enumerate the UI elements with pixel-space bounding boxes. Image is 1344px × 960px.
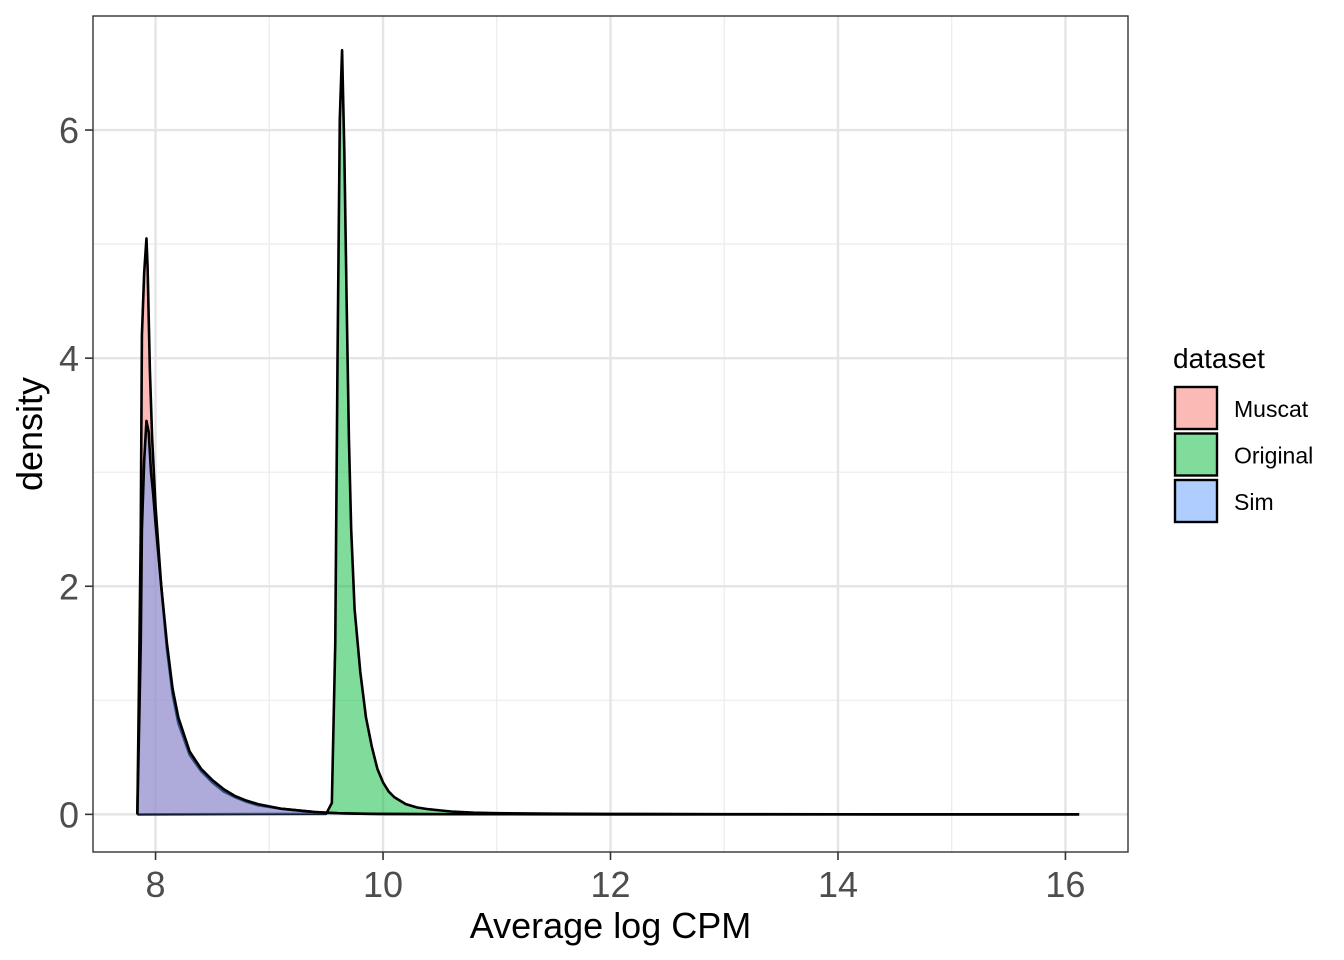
y-tick-label: 6: [59, 110, 79, 151]
legend-key-sim: [1173, 478, 1219, 524]
legend-label-sim: Sim: [1234, 489, 1274, 515]
legend-title: dataset: [1173, 343, 1265, 374]
y-tick-label: 0: [59, 794, 79, 835]
x-axis-title: Average log CPM: [470, 905, 751, 946]
x-tick-label: 8: [146, 864, 166, 905]
density-areas: [136, 48, 1080, 816]
legend: dataset Muscat Original Sim: [1173, 343, 1313, 524]
x-tick-label: 16: [1045, 864, 1085, 905]
legend-items: Muscat Original Sim: [1173, 385, 1313, 524]
y-tick-label: 4: [59, 338, 79, 379]
legend-key-original: [1173, 432, 1219, 477]
legend-label-muscat: Muscat: [1234, 396, 1309, 422]
x-tick-label: 14: [818, 864, 858, 905]
y-tick-label: 2: [59, 566, 79, 607]
x-axis: 8 10 12 14 16: [146, 852, 1085, 905]
y-axis: 0 2 4 6: [59, 110, 93, 835]
y-axis-title: density: [9, 377, 50, 491]
x-tick-label: 12: [590, 864, 630, 905]
plot-panel: [92, 15, 1129, 853]
legend-label-original: Original: [1234, 443, 1313, 469]
legend-key-muscat: [1173, 385, 1219, 431]
x-tick-label: 10: [363, 864, 403, 905]
density-line-sim: [136, 419, 1080, 816]
